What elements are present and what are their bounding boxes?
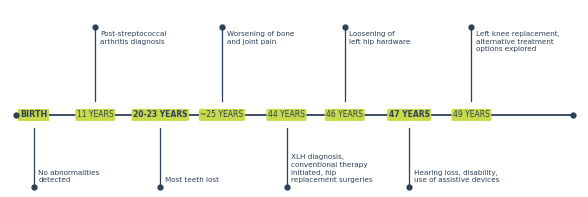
Text: BIRTH: BIRTH <box>20 110 47 119</box>
Text: 20-23 YEARS: 20-23 YEARS <box>133 110 188 119</box>
Text: 46 YEARS: 46 YEARS <box>326 110 363 119</box>
Text: Loosening of
left hip hardware: Loosening of left hip hardware <box>349 31 410 45</box>
Text: 47 YEARS: 47 YEARS <box>389 110 430 119</box>
Text: Worsening of bone
and joint pain: Worsening of bone and joint pain <box>226 31 294 45</box>
Text: ~25 YEARS: ~25 YEARS <box>201 110 243 119</box>
Text: Most teeth lost: Most teeth lost <box>165 177 219 183</box>
Text: Post-streptococcal
arthritis diagnosis: Post-streptococcal arthritis diagnosis <box>100 31 166 45</box>
Text: No abnormalities
detected: No abnormalities detected <box>38 170 99 183</box>
Text: XLH diagnosis,
conventional therapy
initiated, hip
replacement surgeries: XLH diagnosis, conventional therapy init… <box>291 154 373 183</box>
Text: 49 YEARS: 49 YEARS <box>453 110 490 119</box>
Text: 11 YEARS: 11 YEARS <box>77 110 113 119</box>
Text: 44 YEARS: 44 YEARS <box>268 110 305 119</box>
Text: Left knee replacement,
alternative treatment
options explored: Left knee replacement, alternative treat… <box>476 31 560 52</box>
Text: Hearing loss, disability,
use of assistive devices: Hearing loss, disability, use of assisti… <box>414 170 499 183</box>
